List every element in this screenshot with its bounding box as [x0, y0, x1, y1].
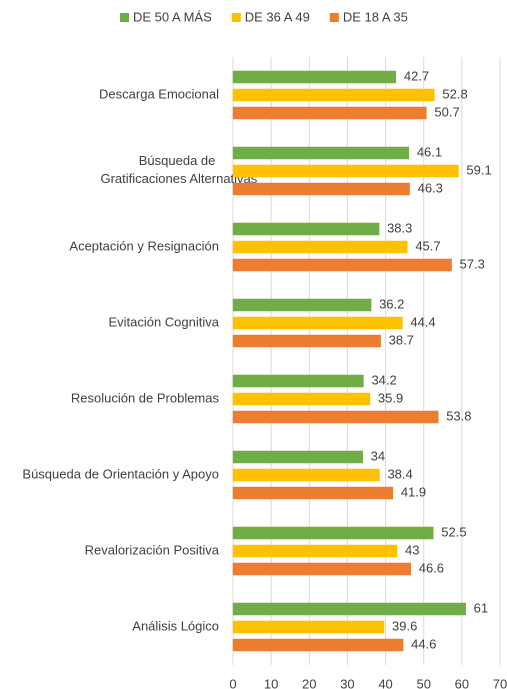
x-tick-label: 50: [416, 676, 430, 689]
bar: [232, 316, 403, 330]
value-label: 52.8: [442, 86, 467, 101]
x-tick-label: 40: [378, 676, 392, 689]
bar: [232, 544, 398, 558]
y-tick-label: Revalorización Positiva: [85, 542, 220, 557]
legend-label: DE 18 A 35: [343, 9, 408, 24]
value-label: 43: [405, 542, 419, 557]
x-tick-label: 10: [264, 676, 278, 689]
bar: [232, 298, 372, 312]
bar: [232, 410, 439, 424]
bar: [232, 146, 410, 160]
bar: [232, 70, 397, 84]
bar: [232, 392, 371, 406]
y-tick-label: Análisis Lógico: [132, 618, 219, 633]
bar: [232, 450, 363, 464]
bar: [232, 240, 408, 254]
bar: [232, 182, 410, 196]
value-label: 59.1: [466, 162, 491, 177]
y-tick-label: Evitación Cognitiva: [108, 314, 219, 329]
y-tick-label: Descarga Emocional: [99, 86, 219, 101]
legend-label: DE 50 A MÁS: [133, 9, 212, 24]
value-label: 52.5: [441, 524, 466, 539]
value-label: 39.6: [392, 618, 417, 633]
x-tick-label: 30: [340, 676, 354, 689]
legend-swatch: [231, 13, 241, 22]
bar: [232, 620, 385, 634]
bar: [232, 374, 364, 388]
value-label: 34: [371, 448, 385, 463]
value-label: 50.7: [434, 104, 459, 119]
y-tick-label: Búsqueda de Orientación y Apoyo: [22, 466, 219, 481]
legend-swatch: [120, 13, 129, 22]
bar: [232, 486, 394, 500]
value-label: 38.7: [389, 332, 414, 347]
value-label: 45.7: [415, 238, 440, 253]
value-label: 34.2: [371, 372, 396, 387]
value-label: 42.7: [404, 68, 429, 83]
bar: [232, 88, 435, 102]
value-label: 57.3: [460, 256, 485, 271]
bar: [232, 562, 411, 576]
value-label: 44.6: [411, 636, 436, 651]
value-label: 61: [474, 600, 488, 615]
bar: [232, 526, 434, 540]
legend-label: DE 36 A 49: [245, 9, 310, 24]
bar: [232, 334, 381, 348]
bar: [232, 602, 466, 616]
bar: [232, 638, 404, 652]
y-tick-label: Aceptación y Resignación: [69, 238, 219, 253]
value-label: 41.9: [401, 484, 426, 499]
value-label: 44.4: [410, 314, 435, 329]
legend-swatch: [329, 13, 339, 22]
value-label: 38.4: [387, 466, 412, 481]
value-label: 36.2: [379, 296, 404, 311]
bar: [232, 222, 380, 236]
x-tick-label: 70: [493, 676, 507, 689]
value-label: 46.3: [418, 180, 443, 195]
x-tick-label: 20: [302, 676, 316, 689]
bar: [232, 258, 452, 272]
value-label: 46.1: [417, 144, 442, 159]
x-tick-label: 0: [229, 676, 236, 689]
x-tick-label: 60: [455, 676, 469, 689]
value-label: 46.6: [419, 560, 444, 575]
bar: [232, 468, 380, 482]
value-label: 35.9: [378, 390, 403, 405]
value-label: 38.3: [387, 220, 412, 235]
value-label: 53.8: [446, 408, 471, 423]
y-tick-label: Resolución de Problemas: [71, 390, 220, 405]
bar: [232, 164, 459, 178]
bar: [232, 106, 427, 120]
y-tick-label: Búsqueda de Gratificaciones Alternativas: [100, 153, 257, 186]
